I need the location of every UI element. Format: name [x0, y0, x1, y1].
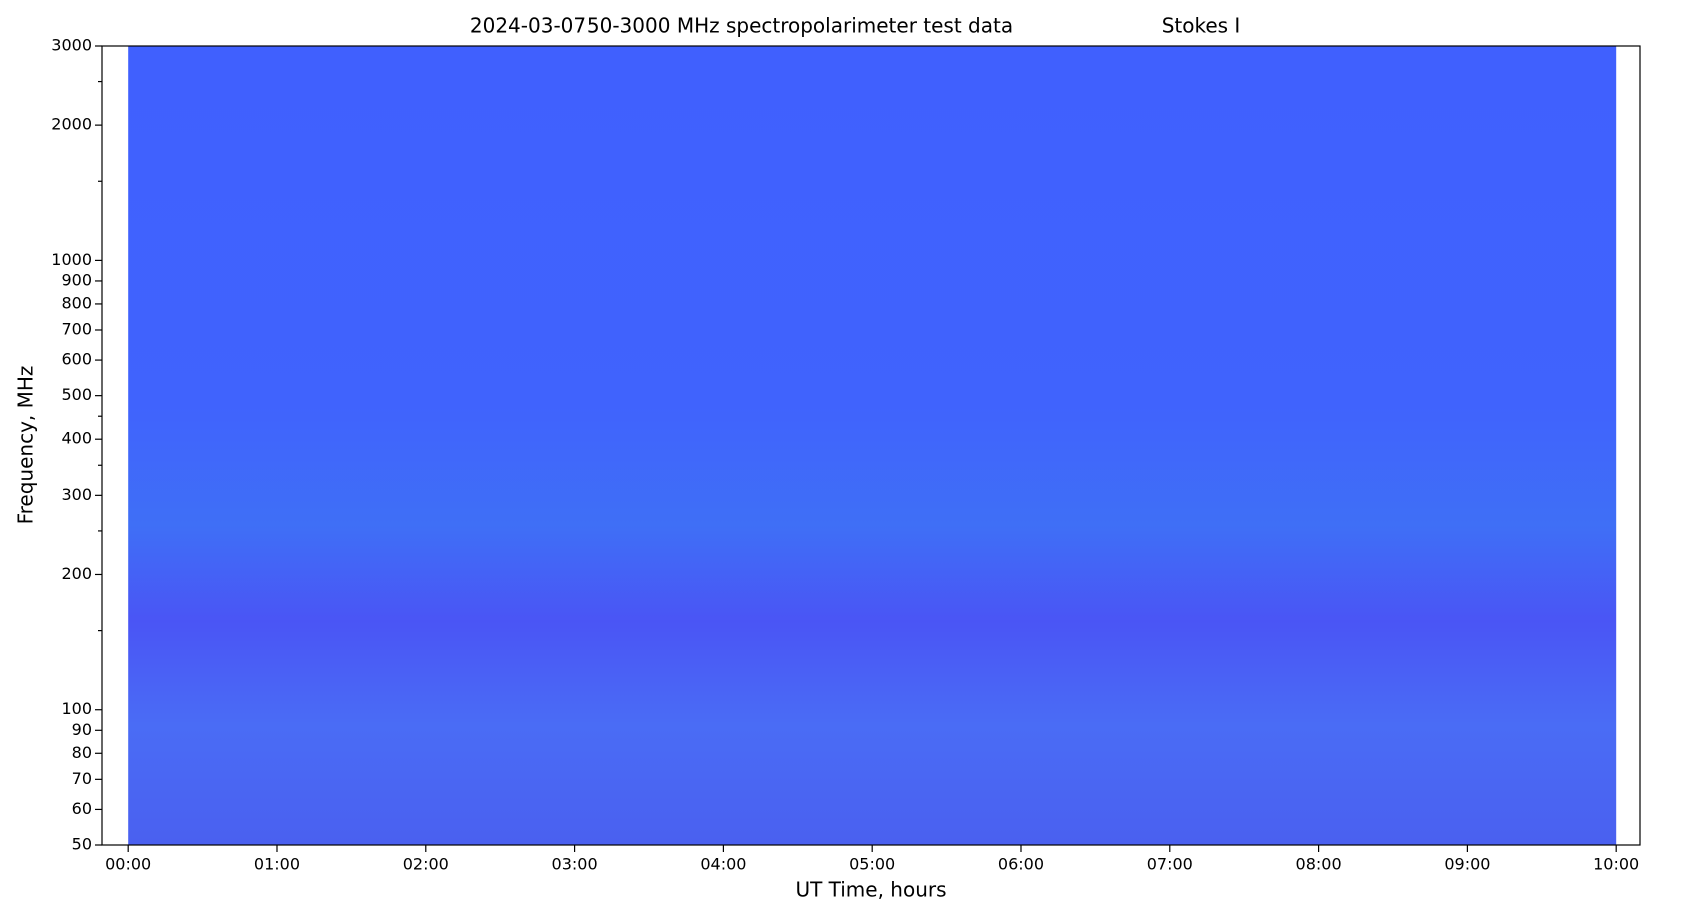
x-tick-label: 03:00: [552, 855, 598, 874]
y-tick-label: 90: [72, 720, 92, 739]
y-tick-label: 500: [61, 385, 92, 404]
y-tick-label: 70: [72, 769, 92, 788]
y-tick-label: 1000: [51, 250, 92, 269]
title-main: 50-3000 MHz spectropolarimeter test data: [587, 14, 1013, 38]
y-tick-label: 700: [61, 319, 92, 338]
title-date: 2024-03-07: [470, 14, 586, 38]
y-axis-label: Frequency, MHz: [14, 366, 38, 525]
y-tick-label: 600: [61, 350, 92, 369]
x-tick-label: 07:00: [1147, 855, 1193, 874]
spectrogram-image: [128, 46, 1617, 845]
title-stokes: Stokes I: [1162, 14, 1241, 38]
x-tick-label: 08:00: [1296, 855, 1342, 874]
y-tick-label: 3000: [51, 36, 92, 55]
x-tick-label: 10:00: [1593, 855, 1639, 874]
plot-frame: [101, 45, 1641, 846]
x-tick-label: 02:00: [403, 855, 449, 874]
y-tick-label: 80: [72, 743, 92, 762]
x-tick-label: 01:00: [254, 855, 300, 874]
y-tick-label: 2000: [51, 115, 92, 134]
x-tick-label: 04:00: [700, 855, 746, 874]
x-tick-label: 05:00: [849, 855, 895, 874]
y-tick-label: 300: [61, 485, 92, 504]
y-tick-label: 50: [72, 835, 92, 854]
y-tick-label: 200: [61, 564, 92, 583]
x-axis-label: UT Time, hours: [795, 878, 946, 902]
x-tick-label: 09:00: [1444, 855, 1490, 874]
x-tick-label: 06:00: [998, 855, 1044, 874]
x-tick-label: 00:00: [105, 855, 151, 874]
y-tick-label: 400: [61, 429, 92, 448]
y-tick-label: 100: [61, 699, 92, 718]
y-tick-label: 60: [72, 799, 92, 818]
y-tick-label: 800: [61, 293, 92, 312]
y-tick-label: 900: [61, 270, 92, 289]
